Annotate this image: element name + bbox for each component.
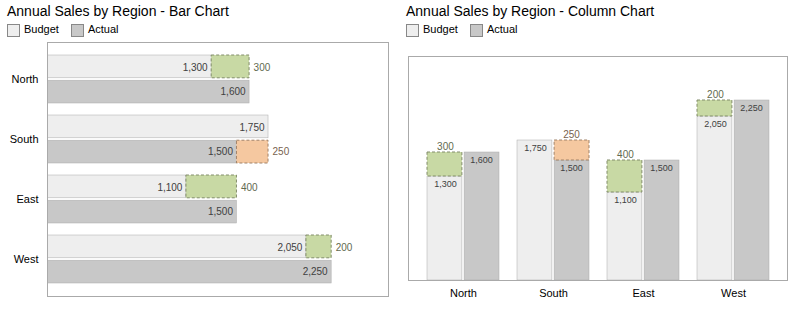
svg-text:300: 300: [254, 62, 271, 73]
svg-text:1,300: 1,300: [434, 179, 457, 189]
html-text:Actual: Actual: [486, 23, 518, 35]
html-text:Actual: Actual: [87, 23, 119, 35]
svg-text:2,050: 2,050: [277, 242, 302, 253]
svg-text:1,750: 1,750: [239, 122, 264, 133]
svg-text:South: South: [539, 287, 568, 299]
svg-text:250: 250: [273, 146, 290, 157]
svg-text:1,300: 1,300: [183, 62, 208, 73]
svg-text:1,100: 1,100: [157, 182, 182, 193]
svg-text:1,500: 1,500: [650, 163, 673, 173]
svg-text:1,600: 1,600: [470, 155, 493, 165]
svg-text:2,250: 2,250: [740, 103, 763, 113]
svg-text:West: West: [14, 253, 39, 265]
html-text:Annual Sales by Region - Colum: Annual Sales by Region - Column Chart: [406, 3, 655, 19]
svg-text:200: 200: [707, 89, 724, 100]
svg-text:400: 400: [241, 182, 258, 193]
svg-text:1,600: 1,600: [221, 86, 246, 97]
html-text:Budget: Budget: [24, 23, 59, 35]
svg-text:1,500: 1,500: [208, 146, 233, 157]
svg-text:1,100: 1,100: [614, 195, 637, 205]
svg-text:200: 200: [336, 242, 353, 253]
svg-text:East: East: [632, 287, 654, 299]
html-text:Annual Sales by Region - Bar C: Annual Sales by Region - Bar Chart: [7, 3, 229, 19]
svg-text:South: South: [10, 133, 39, 145]
svg-text:1,750: 1,750: [524, 143, 547, 153]
svg-text:1,500: 1,500: [560, 163, 583, 173]
svg-text:West: West: [721, 287, 746, 299]
html-text:Budget: Budget: [423, 23, 458, 35]
svg-text:300: 300: [437, 141, 454, 152]
svg-text:2,050: 2,050: [704, 119, 727, 129]
svg-text:North: North: [450, 287, 477, 299]
svg-text:North: North: [12, 73, 39, 85]
svg-text:2,250: 2,250: [303, 266, 328, 277]
svg-text:1,500: 1,500: [208, 206, 233, 217]
svg-text:East: East: [16, 193, 38, 205]
svg-text:400: 400: [617, 149, 634, 160]
svg-text:250: 250: [563, 129, 580, 140]
